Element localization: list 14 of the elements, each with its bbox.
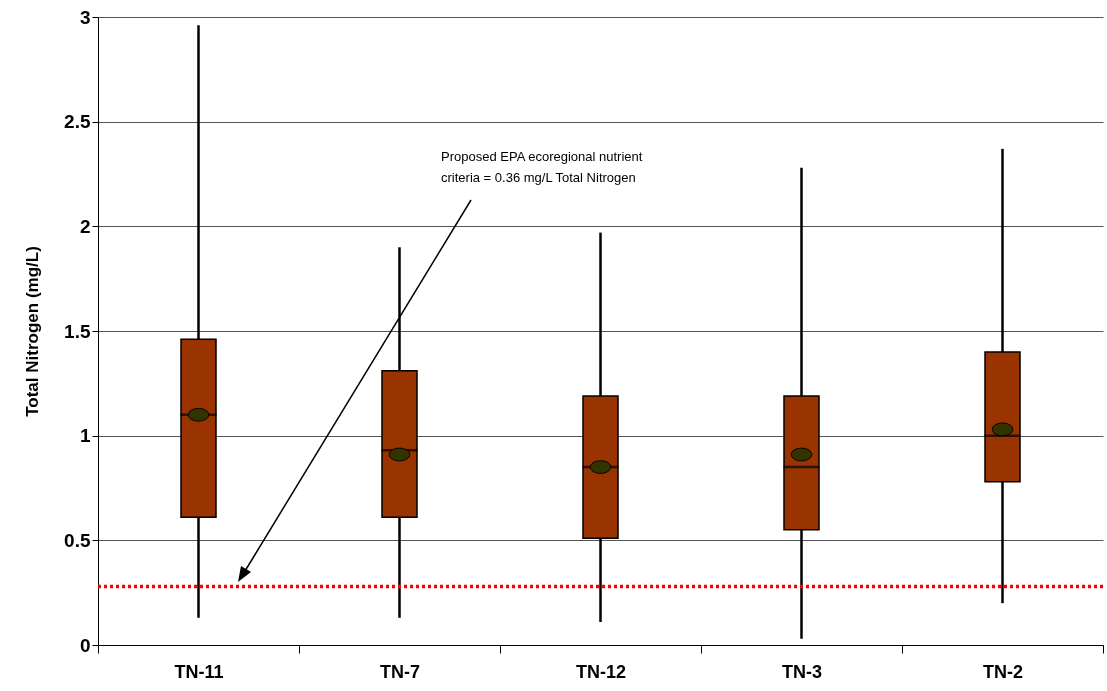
x-tick-label: TN-2 (983, 661, 1023, 682)
y-tick-label: 2.5 (64, 111, 91, 133)
y-tick-label: 1.5 (64, 320, 91, 342)
y-tick-label: 1 (79, 425, 91, 447)
y-tick-label: 3 (79, 6, 91, 28)
x-tick-label: TN-11 (174, 661, 224, 682)
x-tick-label: TN-7 (380, 661, 420, 682)
annotation: Proposed EPA ecoregional nutrient criteria = 0.36 mg/L Total Nitrogen (441, 149, 643, 185)
y-tick-label: 0 (79, 634, 91, 656)
x-tick-label: TN-3 (782, 661, 822, 682)
y-tick-label: 0.5 (64, 529, 91, 551)
y-tick-label: 2 (79, 215, 91, 237)
x-tick-label: TN-12 (575, 661, 627, 682)
y-axis-title: Total Nitrogen (mg/L) (23, 246, 43, 417)
